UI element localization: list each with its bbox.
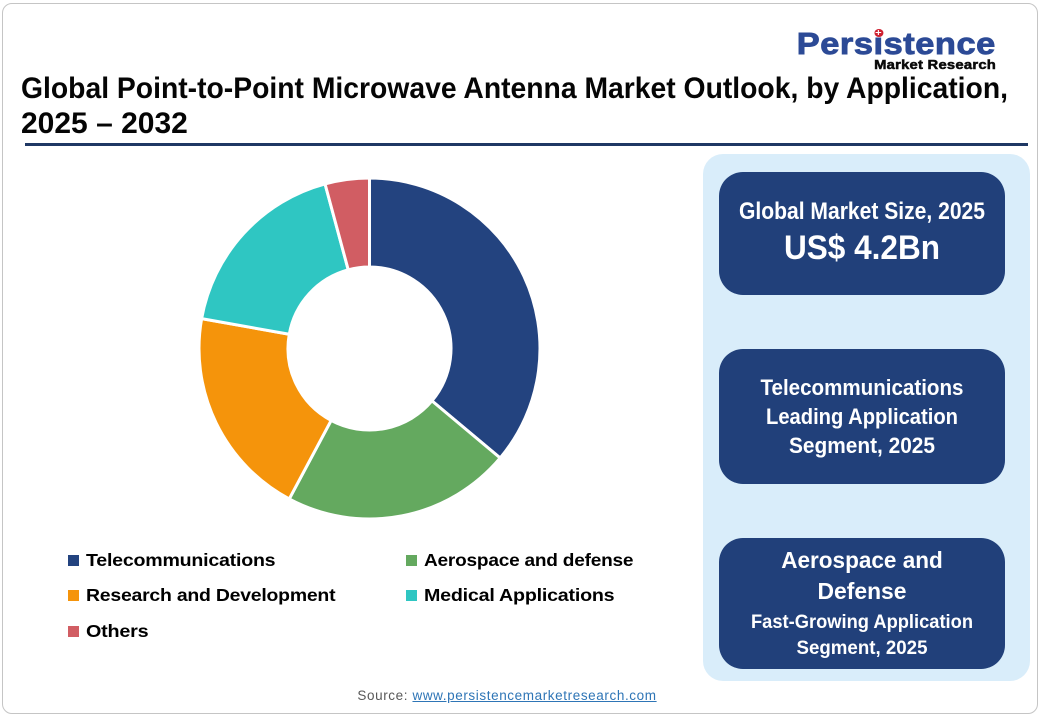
legend-swatch-icon (406, 554, 417, 566)
legend-label: Aerospace and defense (424, 549, 634, 570)
slide-border (2, 3, 1038, 714)
logo-text-post: stence (883, 27, 996, 61)
infobox-fast-growing-segment: Aerospace and Defense Fast-Growing Appli… (719, 538, 1005, 669)
infobox-market-size: Global Market Size, 2025 US$ 4.2Bn (719, 172, 1005, 295)
line1-text: Global Market Size, 2025 (739, 197, 985, 225)
0-text: Fast-Growing Application (751, 610, 973, 633)
logo-subtitle: Market Research (874, 56, 996, 72)
fast-growing-sub-line1: Fast-Growing Application (728, 611, 996, 634)
legend-label: Research and Development (86, 584, 336, 605)
legend-swatch-icon (68, 554, 79, 566)
1-text: Segment, 2025 (796, 636, 928, 659)
donut-slice-aerospace-and-defense (287, 399, 502, 521)
source-line: Source: www.persistencemarketresearch.co… (0, 688, 1014, 703)
chart-title-line1: Global Point-to-Point Microwave Antenna … (21, 71, 1008, 106)
legend-swatch-icon (68, 625, 79, 637)
source-prefix: Source: (357, 688, 413, 703)
leading-segment-line2: Leading Application (734, 403, 990, 430)
donut-slice-telecommunications (368, 176, 542, 460)
line2-text: US$ 4.2Bn (784, 228, 940, 267)
source-link[interactable]: www.persistencemarketresearch.com (412, 688, 657, 703)
fast-growing-sub-line2: Segment, 2025 (725, 637, 999, 660)
line2-text: 2025 – 2032 (21, 107, 188, 140)
legend-item-aerospace-and-defense: Aerospace and defense (406, 549, 633, 571)
legend-item-research-and-development: Research and Development (68, 584, 336, 606)
logo-dot-icon (874, 28, 884, 37)
legend-item-telecommunications: Telecommunications (68, 549, 276, 571)
chart-title: Global Point-to-Point Microwave Antenna … (21, 71, 1031, 141)
donut-slice-research-and-development (197, 317, 333, 501)
0-text: Telecommunications (760, 374, 964, 400)
2-text: Segment, 2025 (788, 433, 935, 458)
fast-growing-head-line1: Aerospace and (725, 546, 999, 574)
highlight-panel: Global Market Size, 2025 US$ 4.2Bn Telec… (703, 154, 1030, 681)
leading-segment-line3: Segment, 2025 (730, 432, 995, 459)
market-size-value: US$ 4.2Bn (731, 228, 992, 269)
logo-dotless-i: ı (873, 27, 884, 61)
legend-item-others: Others (68, 620, 149, 642)
logo-text-pre: Pers (796, 27, 874, 61)
fast-growing-head-line2: Defense (723, 577, 1001, 605)
donut-slice-others (323, 176, 371, 272)
legend-label: Medical Applications (424, 584, 615, 605)
legend-label: Others (86, 620, 149, 641)
legend-swatch-icon (68, 589, 79, 601)
title-underline (25, 143, 1028, 146)
infobox-leading-segment: Telecommunications Leading Application S… (719, 349, 1005, 484)
chart-title-line2: 2025 – 2032 (21, 106, 1031, 141)
1-text: Leading Application (765, 404, 958, 429)
0-text: Aerospace and (781, 546, 943, 573)
legend-swatch-icon (406, 589, 417, 601)
logo-letter-i: ı (873, 27, 884, 61)
logo-wordmark: Persı stence (796, 27, 996, 61)
legend-item-medical-applications: Medical Applications (406, 584, 615, 606)
1-text: Defense (817, 578, 907, 604)
donut-slice-medical-applications (200, 182, 350, 336)
line1-text: Global Point-to-Point Microwave Antenna … (21, 72, 1008, 105)
market-size-label: Global Market Size, 2025 (739, 197, 985, 226)
leading-segment-line1: Telecommunications (731, 374, 992, 401)
legend-label: Telecommunications (86, 549, 276, 570)
